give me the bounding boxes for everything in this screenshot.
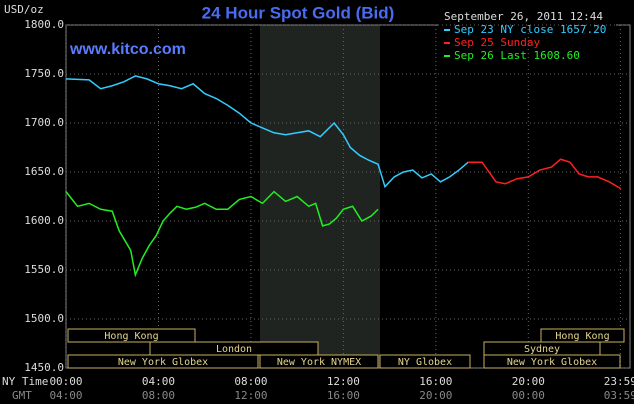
series-line [65,190,379,278]
session-label: New York Globex [118,357,208,368]
x2-tick-label: 08:00 [142,389,175,402]
y-tick-label: 1600.0 [24,214,64,227]
x-tick-label: 00:00 [49,375,82,388]
legend-label: Sep 23 NY close 1657.20 [454,23,606,36]
site: www.kitco.com [69,41,186,58]
session-label: Hong Kong [104,331,158,342]
legend-box [438,9,616,62]
y-tick-label: 1800.0 [24,18,64,31]
y-tick-label: 1450.0 [24,361,64,374]
x2-label: GMT [12,389,32,402]
x-tick-label: 08:00 [234,375,267,388]
session-label: NY Globex [398,357,452,368]
session-label: London [216,344,252,355]
nymex-shade [260,25,380,368]
y-tick-label: 1750.0 [24,67,64,80]
x-tick-label: 23:59 [604,375,634,388]
session-box [379,354,471,369]
x2-tick-label: 00:00 [512,389,545,402]
x-tick-label: 12:00 [327,375,360,388]
session-box [259,354,379,369]
session-box [67,354,259,369]
x-tick-label: 04:00 [142,375,175,388]
x2-tick-label: 12:00 [234,389,267,402]
session-label: Hong Kong [555,331,609,342]
series-line [65,75,469,189]
series-line [468,158,622,190]
session-label: New York NYMEX [277,357,361,368]
y-label: USD/oz [4,3,44,16]
chart-title: 24 Hour Spot Gold (Bid) [202,3,395,22]
x2-tick-label: 16:00 [327,389,360,402]
x-tick-label: 16:00 [419,375,452,388]
x-tick-label: 20:00 [512,375,545,388]
timestamp: September 26, 2011 12:44 [444,10,603,23]
x2-tick-label: 03:59 [604,389,634,402]
session-label: New York Globex [507,357,597,368]
x-label: NY Time [2,375,48,388]
session-box [67,328,196,343]
y-tick-label: 1650.0 [24,165,64,178]
legend-label: Sep 25 Sunday [454,36,540,49]
y-tick-label: 1550.0 [24,263,64,276]
y-tick-label: 1500.0 [24,312,64,325]
session-box [483,354,621,369]
y-tick-label: 1700.0 [24,116,64,129]
session-label: Sydney [524,344,560,355]
legend-label: Sep 26 Last 1608.60 [454,49,580,62]
x2-tick-label: 20:00 [419,389,452,402]
x2-tick-label: 04:00 [49,389,82,402]
